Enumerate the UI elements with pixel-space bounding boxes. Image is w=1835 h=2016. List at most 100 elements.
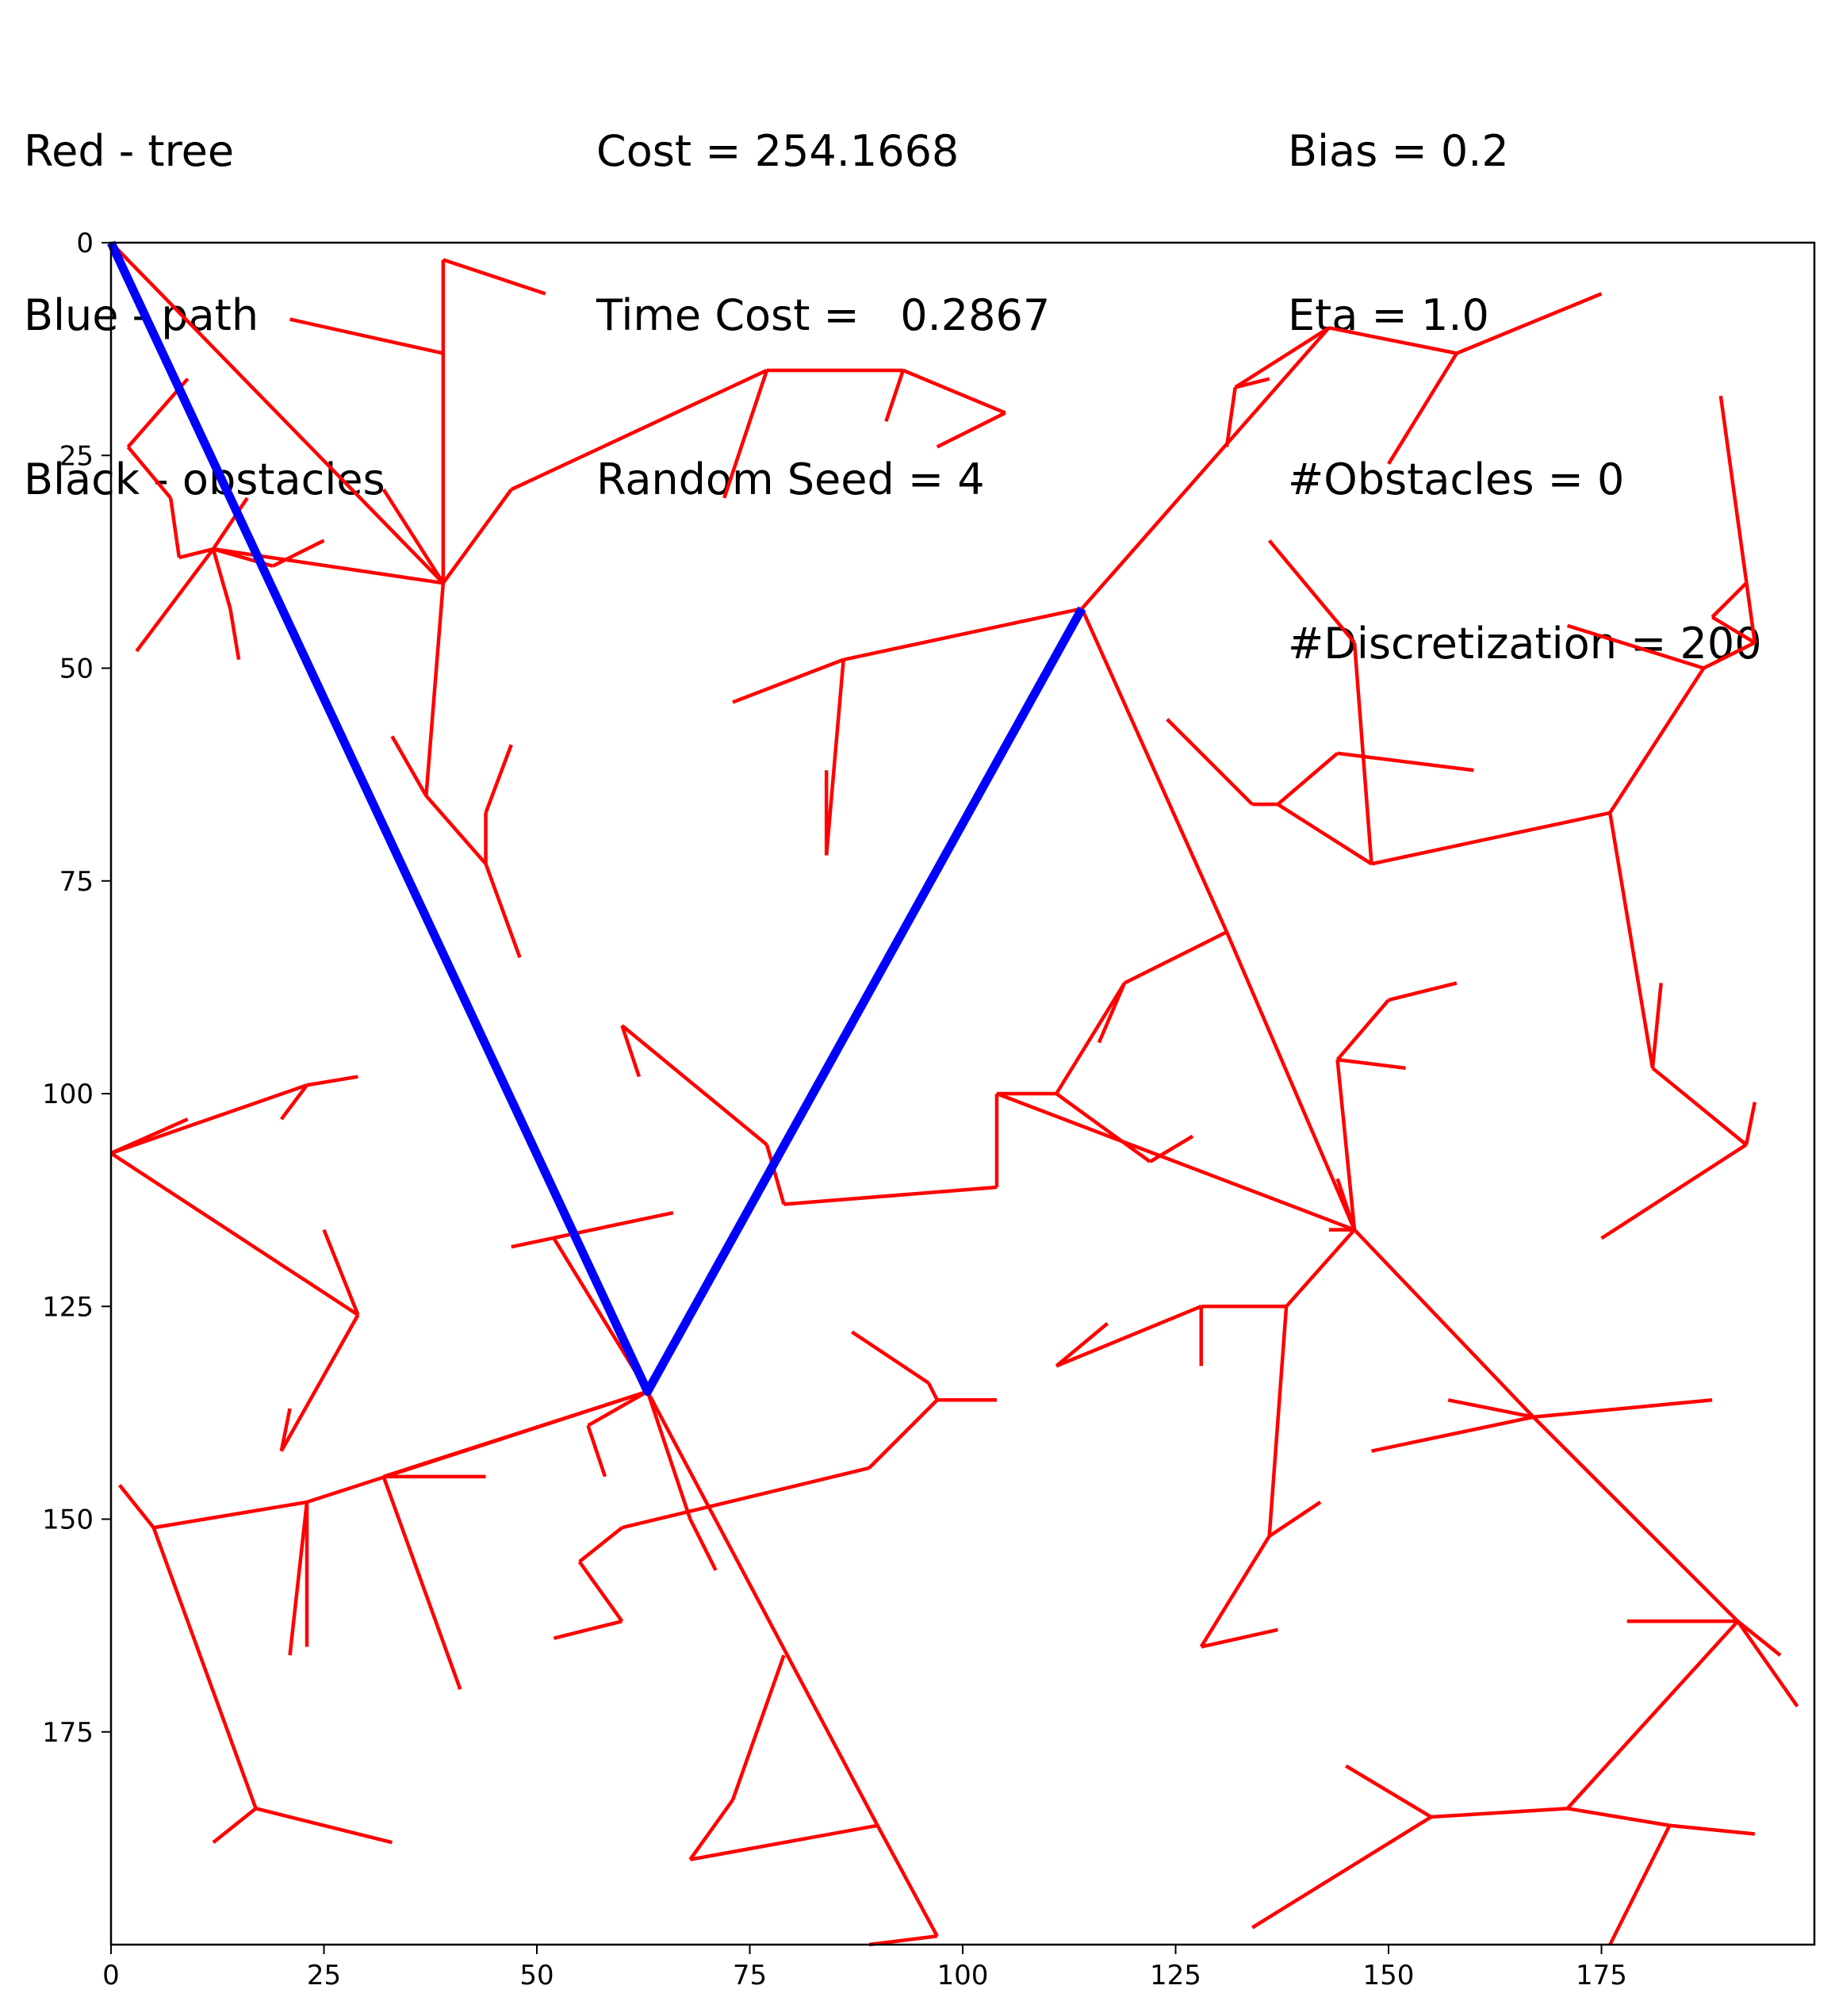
y-tick-label: 150 <box>42 1504 94 1536</box>
tree-edge <box>1718 395 1757 643</box>
y-tick-label: 0 <box>76 228 94 259</box>
tree-edge <box>1710 615 1756 645</box>
tree-edge <box>1567 1807 1670 1827</box>
tree-edge <box>272 538 325 568</box>
tree-edge <box>1234 326 1331 389</box>
tree-edge <box>868 1934 938 1947</box>
x-tick-label: 0 <box>102 1960 120 1991</box>
tree-edge <box>1124 930 1228 985</box>
tree-edge <box>620 1024 768 1147</box>
tree-edge <box>110 1083 308 1156</box>
tree-edge <box>927 1382 939 1401</box>
tree-edge <box>578 1526 623 1563</box>
tree-edge <box>1235 377 1270 389</box>
tree-edge <box>117 1484 155 1529</box>
tree-edge <box>1224 387 1237 447</box>
tree-edge <box>1669 1823 1756 1836</box>
tree-edge <box>1608 1824 1672 1946</box>
tree-edge <box>730 1654 786 1801</box>
tree-edge <box>1149 1134 1194 1163</box>
tree-edge <box>722 370 769 499</box>
tree-edge <box>322 1228 360 1316</box>
tree-edge <box>996 1091 1355 1232</box>
tree-edge <box>783 1185 998 1206</box>
tree-edge <box>620 1025 642 1078</box>
x-tick-label: 150 <box>1363 1960 1415 1991</box>
path-line <box>107 240 1086 1397</box>
tree-edge <box>306 1075 358 1087</box>
tree-edge <box>843 607 1082 661</box>
tree-edge <box>1055 1321 1109 1368</box>
tree-edge <box>1566 623 1705 670</box>
tree-edge <box>442 488 513 584</box>
tree-edge <box>288 1501 309 1656</box>
tree-edge <box>424 583 446 796</box>
tree-edge <box>1199 1535 1271 1648</box>
tree-edge <box>110 1117 189 1156</box>
tree-edge <box>1650 983 1663 1069</box>
tree-edge <box>1337 1057 1406 1071</box>
tree-edge <box>1166 718 1254 806</box>
tree-edge <box>553 1619 623 1640</box>
tree-edge <box>212 1807 257 1844</box>
tree-edge <box>688 1518 718 1571</box>
tree-edge <box>936 411 1006 449</box>
tree-edge <box>289 317 444 355</box>
tree-edge <box>484 744 513 814</box>
x-tick-label: 125 <box>1150 1960 1201 1991</box>
tree-edge <box>1335 1059 1357 1230</box>
x-tick-label: 100 <box>937 1960 989 1991</box>
tree-edge <box>178 547 214 560</box>
tree-edge <box>732 657 845 704</box>
tree-edge <box>1533 1398 1713 1419</box>
time-cost-value: Time Cost = 0.2867 <box>596 290 1051 340</box>
y-tick-label: 100 <box>42 1079 94 1110</box>
tree-edge <box>1447 1398 1534 1419</box>
tree-edge <box>621 1466 870 1530</box>
tree-edge <box>1055 982 1126 1095</box>
tree-edge <box>1267 1306 1289 1537</box>
tree-edge <box>1352 642 1373 864</box>
tree-edge <box>1055 1305 1202 1368</box>
tree-edge <box>126 446 172 500</box>
tree-edge <box>1531 1416 1739 1623</box>
tree-edge <box>1710 581 1748 619</box>
tree-edge <box>577 1560 624 1623</box>
tree-edge <box>1431 1807 1568 1819</box>
tree-edge <box>135 547 215 653</box>
y-tick-label: 25 <box>59 440 94 472</box>
tree-edge <box>1387 352 1458 466</box>
y-tick-label: 175 <box>42 1717 94 1749</box>
tree-edge <box>646 1390 879 1826</box>
tree-edge <box>211 548 232 610</box>
tree-edge <box>1337 751 1474 772</box>
y-tick-label: 75 <box>59 866 94 898</box>
tree-edge <box>586 1424 607 1478</box>
eta-value: Eta = 1.0 <box>1288 290 1489 340</box>
tree-edge <box>1276 752 1339 806</box>
tree-edge <box>168 497 182 558</box>
tree-edge <box>1201 1627 1278 1649</box>
tree-edge <box>902 368 1006 415</box>
tree-edge <box>109 1152 359 1317</box>
x-tick-label: 25 <box>307 1960 341 1991</box>
tree-edge <box>689 1823 879 1861</box>
tree-edge <box>424 794 488 865</box>
tree-edge <box>824 659 845 856</box>
tree-edge <box>279 1313 360 1452</box>
obstacles-count: #Obstacles = 0 <box>1288 454 1625 504</box>
tree-edge <box>1268 1501 1322 1538</box>
y-tick-label: 50 <box>59 653 94 685</box>
tree-edge <box>1371 811 1611 866</box>
tree-edge <box>1267 539 1356 644</box>
legend-tree: Red - tree <box>24 126 235 176</box>
cost-value: Cost = 254.1668 <box>596 126 960 176</box>
tree-edge <box>390 735 428 797</box>
tree-edge <box>381 1476 462 1690</box>
tree-edge <box>1277 803 1373 866</box>
cost-text-block: Cost = 254.1668 Time Cost = 0.2867 Rando… <box>596 14 1050 561</box>
x-tick-label: 75 <box>733 1960 767 1991</box>
tree-edge <box>212 496 249 550</box>
x-tick-label: 175 <box>1576 1960 1627 1991</box>
